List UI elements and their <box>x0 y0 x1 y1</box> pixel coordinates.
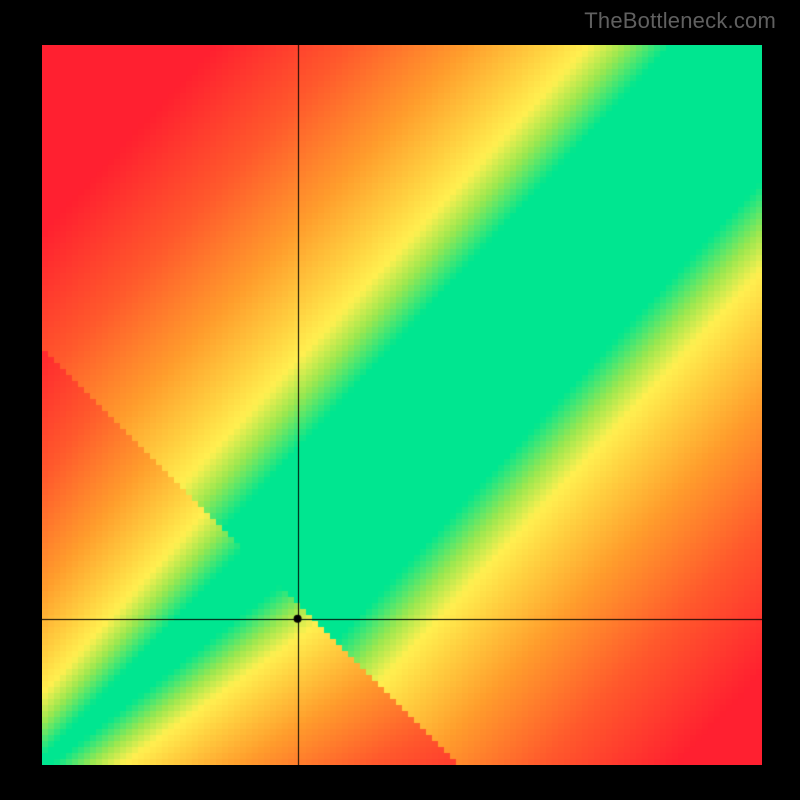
crosshair-overlay <box>42 45 762 765</box>
chart-container: TheBottleneck.com <box>0 0 800 800</box>
watermark-text: TheBottleneck.com <box>584 8 776 34</box>
